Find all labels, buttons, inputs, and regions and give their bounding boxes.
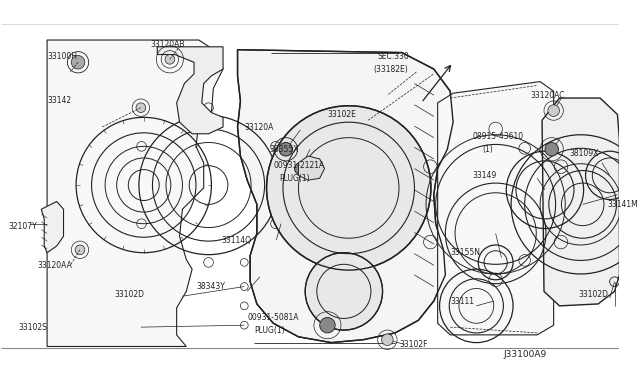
- Text: 33141M: 33141M: [608, 200, 639, 209]
- Text: 33102D: 33102D: [579, 290, 609, 299]
- Circle shape: [136, 103, 146, 112]
- Text: 08915-43610: 08915-43610: [472, 132, 524, 141]
- Text: J33100A9: J33100A9: [504, 350, 547, 359]
- Text: 00931-2121A: 00931-2121A: [273, 161, 324, 170]
- Circle shape: [279, 142, 292, 156]
- Text: 33100H: 33100H: [47, 52, 77, 61]
- Circle shape: [165, 55, 175, 64]
- Circle shape: [71, 55, 84, 69]
- Text: 32107Y: 32107Y: [8, 222, 37, 231]
- Text: (1): (1): [482, 145, 493, 154]
- Text: (33182E): (33182E): [373, 64, 408, 74]
- Text: PLUG(1): PLUG(1): [254, 326, 285, 334]
- Circle shape: [75, 245, 84, 255]
- Text: 33102D: 33102D: [115, 290, 145, 299]
- Text: 38343Y: 38343Y: [196, 282, 225, 291]
- Text: SEC.330: SEC.330: [378, 52, 410, 61]
- Text: 38109X: 38109X: [569, 149, 598, 158]
- Text: 00931-5081A: 00931-5081A: [247, 313, 299, 322]
- Text: 33102S: 33102S: [18, 323, 47, 332]
- Text: 38355X: 38355X: [269, 145, 299, 154]
- Text: PLUG(1): PLUG(1): [279, 174, 310, 183]
- Text: 33120AA: 33120AA: [37, 261, 72, 270]
- Polygon shape: [42, 202, 63, 253]
- Text: 33120AB: 33120AB: [150, 40, 185, 49]
- Text: 33142: 33142: [47, 96, 71, 105]
- Polygon shape: [157, 47, 223, 134]
- Polygon shape: [542, 98, 620, 306]
- Circle shape: [320, 317, 335, 333]
- Text: 33114Q: 33114Q: [221, 235, 251, 245]
- Text: 33149: 33149: [472, 171, 497, 180]
- Text: 33111: 33111: [450, 296, 474, 305]
- Circle shape: [305, 253, 383, 330]
- Text: 33120A: 33120A: [244, 122, 274, 132]
- Text: 33120AC: 33120AC: [531, 91, 565, 100]
- Circle shape: [381, 334, 393, 346]
- Circle shape: [548, 105, 559, 116]
- Polygon shape: [47, 40, 223, 346]
- Polygon shape: [438, 81, 554, 335]
- Circle shape: [294, 163, 306, 174]
- Polygon shape: [298, 156, 324, 180]
- Text: 33155N: 33155N: [450, 248, 480, 257]
- Circle shape: [545, 142, 559, 156]
- Text: 33102F: 33102F: [399, 340, 428, 349]
- Polygon shape: [237, 50, 453, 343]
- Circle shape: [266, 106, 431, 270]
- Text: 33102E: 33102E: [328, 110, 356, 119]
